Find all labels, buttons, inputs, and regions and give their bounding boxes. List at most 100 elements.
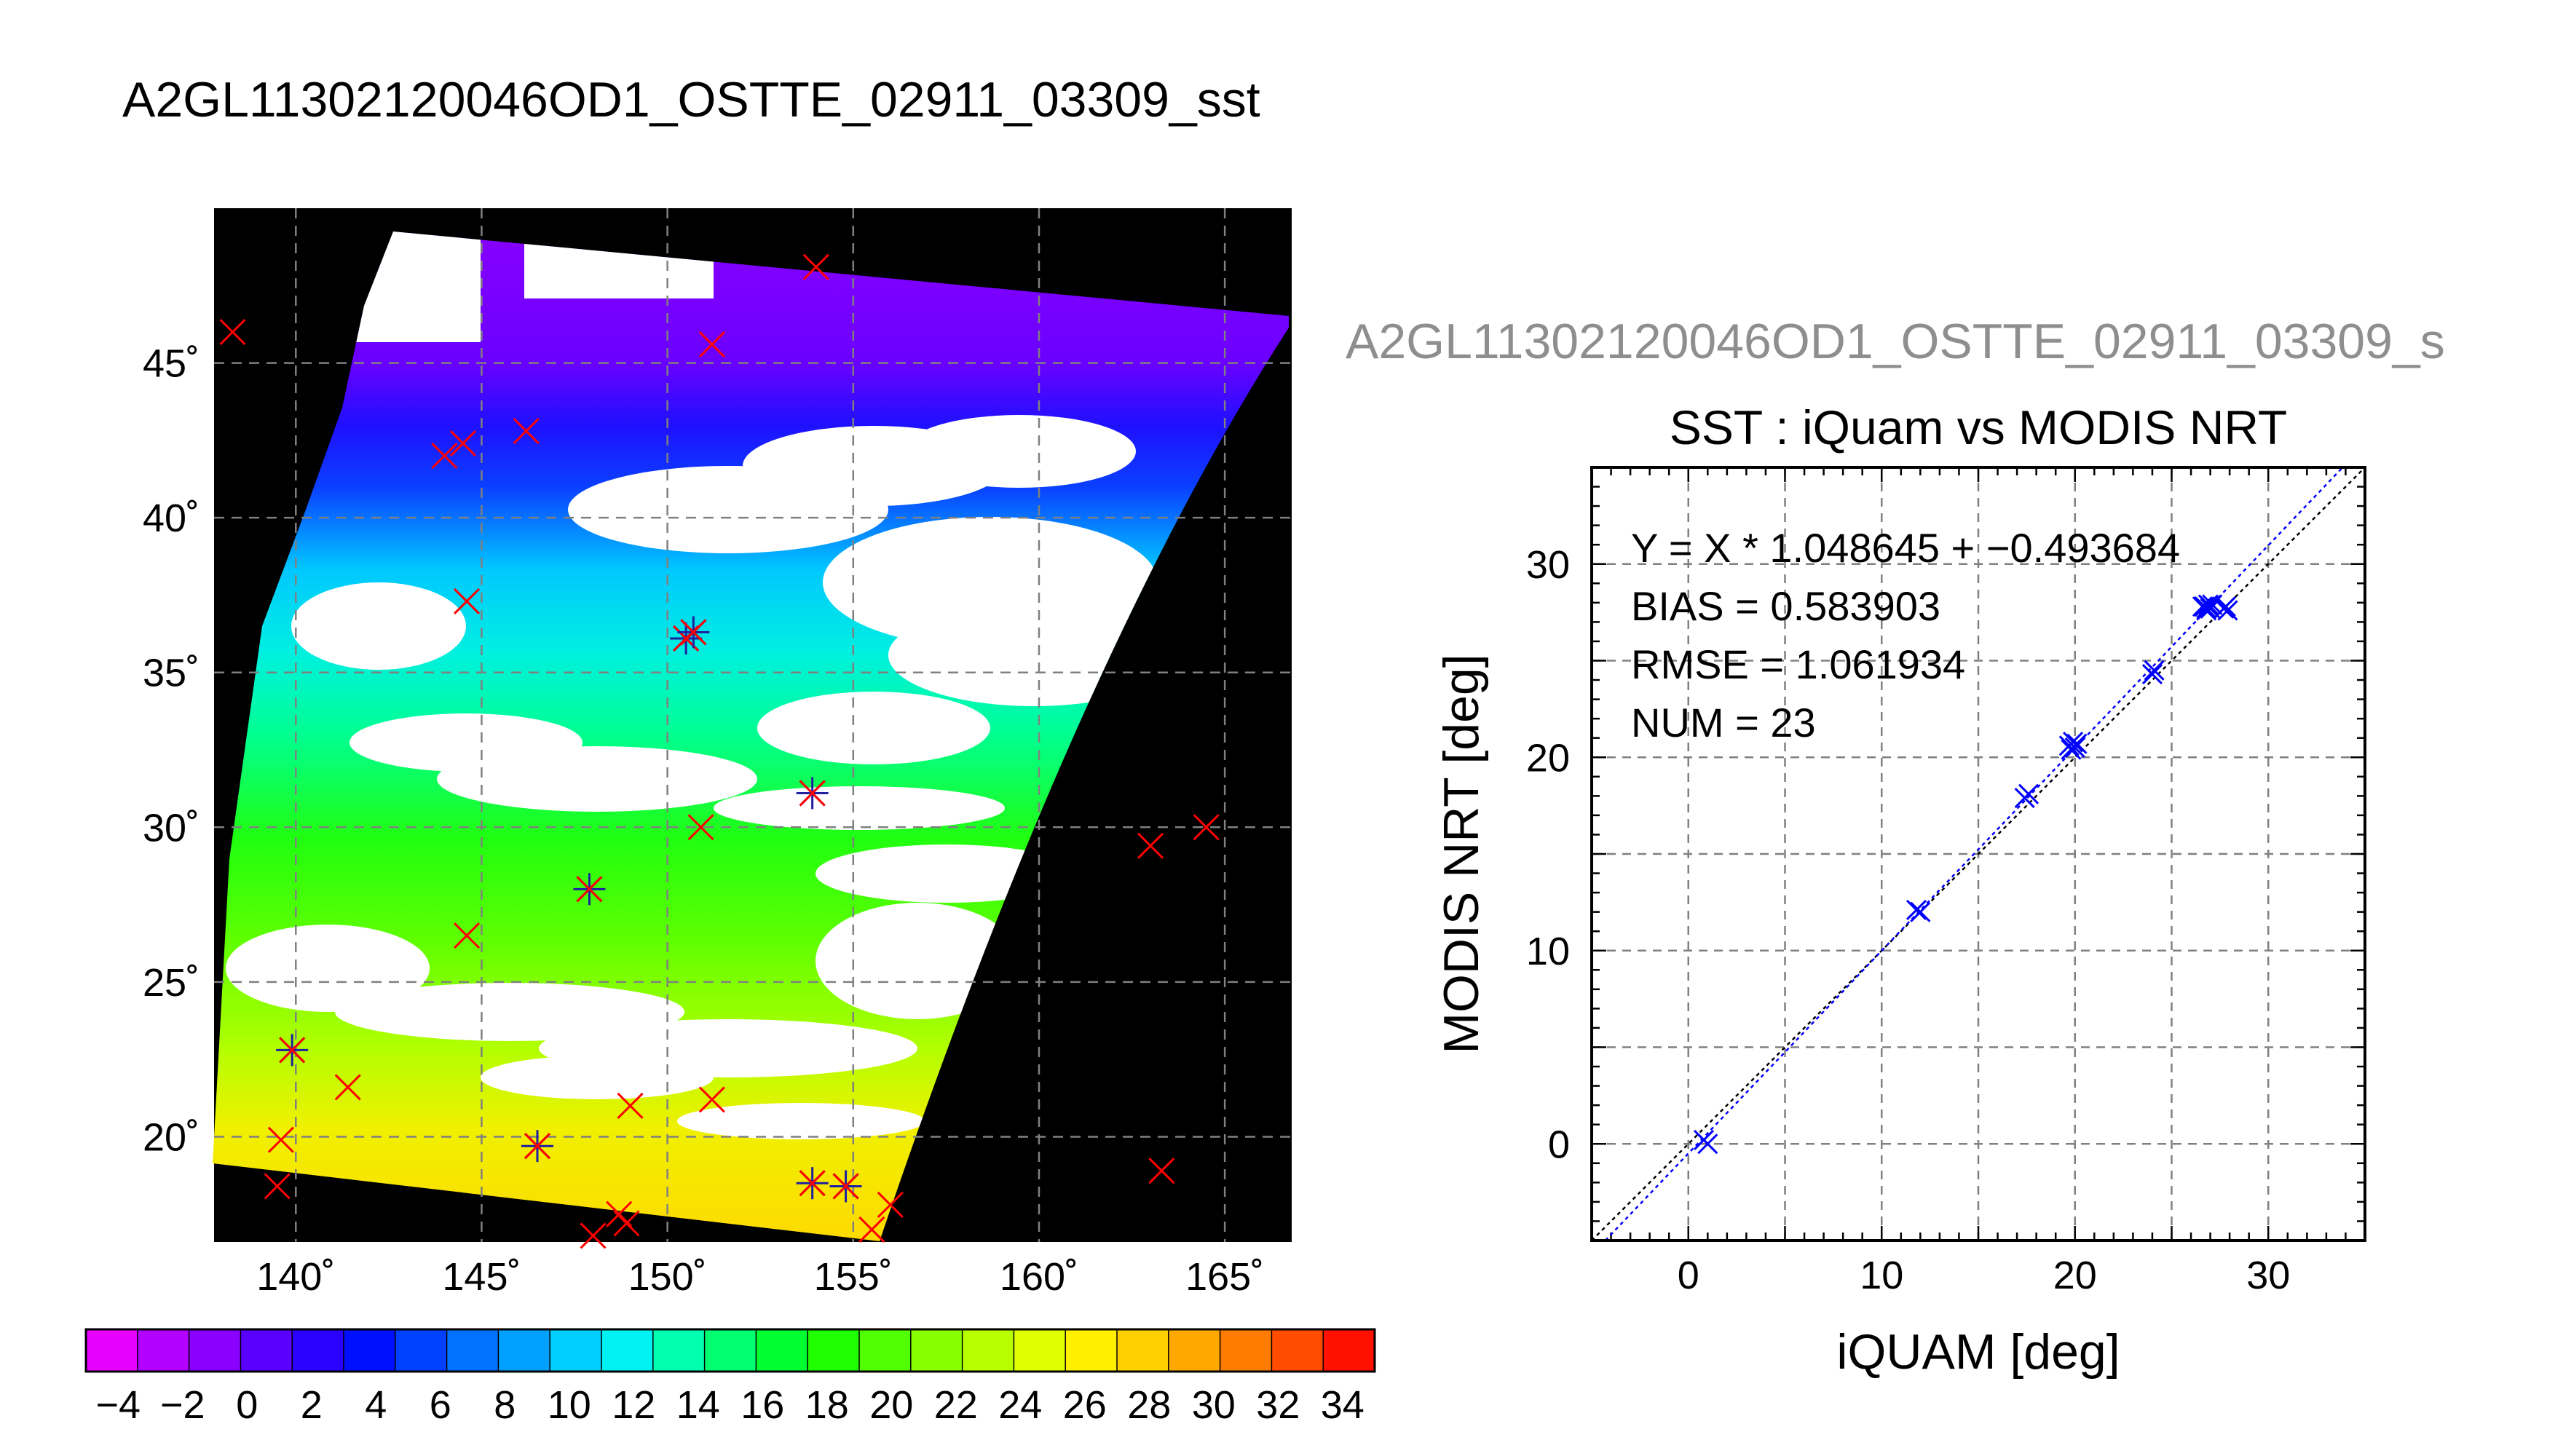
colorbar-cell — [601, 1329, 654, 1372]
colorbar-cell — [550, 1329, 602, 1372]
match-marker-stroke — [513, 418, 540, 445]
match-marker-stroke — [613, 1210, 640, 1237]
colorbar-cell — [446, 1329, 499, 1372]
match-marker — [877, 1191, 904, 1219]
scatter-point-stroke — [1697, 1133, 1718, 1155]
colorbar-tick-label: 32 — [1256, 1383, 1300, 1427]
colorbar-tick-label: 24 — [998, 1383, 1042, 1427]
colorbar-cell — [807, 1329, 860, 1372]
colorbar-tick-label: 0 — [236, 1383, 258, 1427]
longitude-tick-labels: 140˚ 145˚ 150˚ 155˚ 160˚ 165˚ — [256, 1255, 1264, 1299]
match-marker — [580, 1222, 607, 1249]
map-lon-tick-label: 150˚ — [628, 1255, 707, 1299]
scatter-frame — [1590, 466, 2366, 1242]
match-marker-stroke — [802, 253, 829, 280]
map-lon-tick-label: 140˚ — [256, 1255, 335, 1299]
match-marker — [698, 331, 725, 358]
match-marker — [802, 253, 829, 280]
colorbar-cell — [1323, 1329, 1375, 1372]
scatter-stat-line: Y = X * 1.048645 + −0.493684 — [1631, 525, 2180, 571]
match-marker — [796, 1167, 829, 1200]
scatter-point — [2061, 739, 2082, 760]
match-markers — [219, 253, 1220, 1249]
match-marker-stroke — [264, 1173, 291, 1200]
match-marker-stroke — [606, 1200, 633, 1227]
scatter-x-tick-labels: 0 10 20 30 — [1678, 1254, 2291, 1297]
scatter-title: SST : iQuam vs MODIS NRT — [1670, 400, 2287, 454]
match-marker — [267, 1126, 294, 1153]
match-marker — [698, 1086, 725, 1113]
match-marker-stroke — [698, 1086, 725, 1113]
one-to-one-line — [1591, 467, 2366, 1241]
colorbar-cell — [859, 1329, 912, 1372]
colorbar-cells — [86, 1329, 1375, 1372]
scatter-point — [2018, 783, 2039, 804]
colorbar-frame — [84, 1328, 1376, 1373]
match-marker-stroke — [832, 1173, 859, 1200]
scatter-y-tick-label: 0 — [1548, 1123, 1570, 1166]
scatter-points — [1693, 594, 2238, 1155]
colorbar-cell — [1014, 1329, 1066, 1372]
match-marker — [1193, 814, 1220, 841]
colorbar-tick-label: 26 — [1063, 1383, 1107, 1427]
colorbar-tick-label: 6 — [430, 1383, 451, 1427]
map-lat-tick-label: 45˚ — [143, 342, 200, 386]
match-marker-stroke — [334, 1074, 361, 1101]
map-lon-tick-label: 155˚ — [814, 1255, 893, 1299]
colorbar-cell — [240, 1329, 293, 1372]
colorbar-cell — [704, 1329, 757, 1372]
scatter-stat-line: BIAS = 0.583903 — [1631, 583, 1940, 629]
sst-colorbar: −4 −2 0 2 4 6 8 10 12 14 16 18 20 22 24 26 28 30 32 34 — [84, 1328, 1376, 1427]
colorbar-tick-label: 12 — [612, 1383, 655, 1427]
colorbar-tick-label: 18 — [805, 1383, 849, 1427]
match-marker-stroke — [453, 922, 481, 949]
scatter-statistics: Y = X * 1.048645 + −0.493684 BIAS = 0.583… — [1631, 525, 2180, 745]
match-marker — [1137, 832, 1164, 859]
scatter-stat-line: NUM = 23 — [1631, 700, 1816, 745]
match-marker-stroke — [687, 814, 714, 841]
scatter-y-tick-labels: 0 10 20 30 — [1526, 543, 1570, 1167]
match-marker-stroke — [449, 430, 476, 457]
scatter-y-tick-label: 30 — [1526, 543, 1570, 587]
colorbar-tick-label: 30 — [1192, 1383, 1236, 1427]
scatter-point — [2064, 737, 2085, 759]
match-marker-stroke — [877, 1191, 904, 1219]
colorbar-tick-label: 4 — [365, 1383, 387, 1427]
faded-scatter-title: A2GL11302120046OD1_OSTTE_02911_03309_s — [1346, 314, 2445, 369]
colorbar-tick-label: −2 — [160, 1383, 205, 1427]
match-marker — [449, 430, 476, 457]
scatter-point — [2196, 598, 2217, 619]
match-marker — [687, 814, 714, 841]
figure-title: A2GL11302120046OD1_OSTTE_02911_03309_sst — [122, 72, 1260, 127]
match-marker — [573, 873, 606, 906]
scatter-stat-line: RMSE = 1.061934 — [1631, 641, 1965, 687]
map-lat-tick-label: 30˚ — [143, 806, 200, 850]
match-marker — [858, 1216, 885, 1243]
scatter-x-tick-label: 0 — [1678, 1254, 1699, 1297]
scatter-point-stroke — [2063, 731, 2084, 753]
match-marker-stroke — [1193, 814, 1220, 841]
match-marker — [613, 1210, 640, 1237]
scatter-point-stroke — [1906, 899, 1927, 921]
match-marker-stroke — [617, 1092, 644, 1119]
match-marker — [334, 1074, 361, 1101]
sst-map-panel: 140˚ 145˚ 150˚ 155˚ 160˚ 165˚ 45˚ 40˚ 35˚ 30˚ 25˚… — [143, 208, 1292, 1299]
colorbar-tick-label: 2 — [301, 1383, 323, 1427]
match-marker — [264, 1173, 291, 1200]
scatter-point-stroke — [2217, 600, 2238, 621]
match-marker — [453, 587, 481, 615]
colorbar-cell — [1065, 1329, 1118, 1372]
match-marker — [431, 443, 458, 470]
colorbar-cell — [652, 1329, 706, 1372]
colorbar-cell — [137, 1329, 190, 1372]
match-marker — [617, 1092, 644, 1119]
scatter-y-tick-label: 20 — [1526, 736, 1570, 780]
colorbar-tick-labels: −4 −2 0 2 4 6 8 10 12 14 16 18 20 22 24 26 28 30 32 34 — [95, 1383, 1364, 1427]
map-lon-tick-label: 145˚ — [442, 1255, 521, 1299]
colorbar-tick-label: 34 — [1321, 1383, 1365, 1427]
scatter-point-stroke — [2214, 598, 2235, 619]
colorbar-cell — [292, 1329, 344, 1372]
scatter-point — [1906, 899, 1927, 921]
scatter-point-stroke — [2018, 783, 2039, 804]
match-marker — [677, 616, 710, 649]
